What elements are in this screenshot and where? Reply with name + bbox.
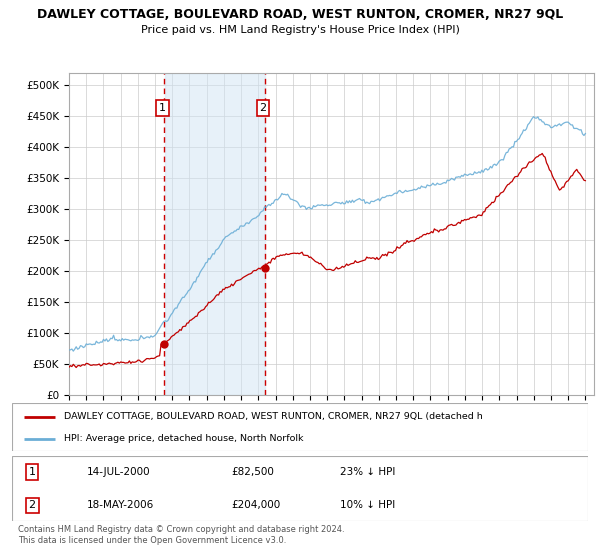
Text: Price paid vs. HM Land Registry's House Price Index (HPI): Price paid vs. HM Land Registry's House …	[140, 25, 460, 35]
Text: 2: 2	[29, 500, 36, 510]
Text: 2: 2	[259, 103, 266, 113]
Text: Contains HM Land Registry data © Crown copyright and database right 2024.
This d: Contains HM Land Registry data © Crown c…	[18, 525, 344, 545]
Text: DAWLEY COTTAGE, BOULEVARD ROAD, WEST RUNTON, CROMER, NR27 9QL: DAWLEY COTTAGE, BOULEVARD ROAD, WEST RUN…	[37, 8, 563, 21]
Text: £204,000: £204,000	[231, 500, 280, 510]
Text: 1: 1	[159, 103, 166, 113]
Text: 18-MAY-2006: 18-MAY-2006	[87, 500, 154, 510]
Text: HPI: Average price, detached house, North Norfolk: HPI: Average price, detached house, Nort…	[64, 435, 304, 444]
Text: 10% ↓ HPI: 10% ↓ HPI	[340, 500, 395, 510]
Text: 14-JUL-2000: 14-JUL-2000	[87, 467, 151, 477]
Text: DAWLEY COTTAGE, BOULEVARD ROAD, WEST RUNTON, CROMER, NR27 9QL (detached h: DAWLEY COTTAGE, BOULEVARD ROAD, WEST RUN…	[64, 412, 482, 421]
Text: £82,500: £82,500	[231, 467, 274, 477]
Text: 1: 1	[29, 467, 35, 477]
Text: 23% ↓ HPI: 23% ↓ HPI	[340, 467, 395, 477]
